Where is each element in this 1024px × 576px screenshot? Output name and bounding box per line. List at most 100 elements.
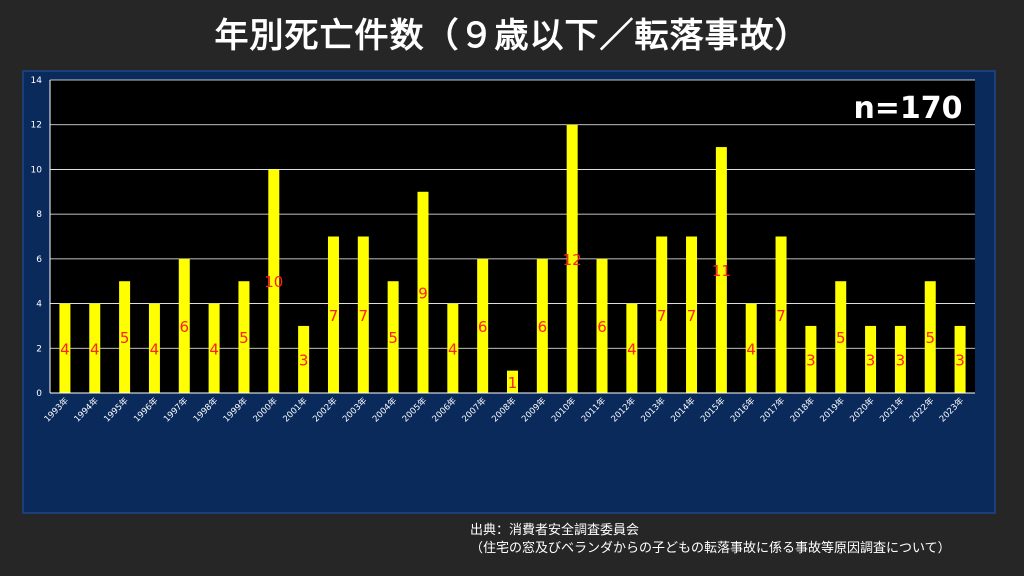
x-tick-label: 2009年 bbox=[519, 395, 548, 424]
data-label: 4 bbox=[627, 340, 637, 358]
bar bbox=[745, 303, 757, 393]
data-label: 5 bbox=[388, 329, 398, 347]
data-label: 3 bbox=[896, 351, 906, 369]
bar bbox=[59, 303, 71, 393]
bar bbox=[447, 303, 459, 393]
x-tick-label: 2014年 bbox=[669, 395, 698, 424]
y-tick-label: 4 bbox=[36, 300, 42, 310]
x-tick-label: 1998年 bbox=[191, 395, 220, 424]
source-line-2: （住宅の窓及びベランダからの子どもの転落事故に係る事故等原因調査について） bbox=[470, 541, 951, 556]
bar bbox=[507, 370, 518, 393]
bar bbox=[954, 325, 966, 393]
bar bbox=[835, 281, 847, 393]
x-tick-label: 2018年 bbox=[788, 395, 817, 424]
data-label: 12 bbox=[563, 251, 582, 269]
x-tick-label: 2002年 bbox=[310, 395, 339, 424]
data-label: 1 bbox=[508, 374, 518, 392]
y-tick-label: 2 bbox=[36, 344, 42, 354]
y-tick-label: 8 bbox=[36, 210, 42, 220]
x-tick-label: 2015年 bbox=[698, 395, 727, 424]
data-label: 5 bbox=[925, 329, 935, 347]
bar bbox=[119, 281, 131, 393]
bar bbox=[327, 236, 339, 393]
x-tick-label: 2011年 bbox=[579, 395, 608, 424]
data-label: 4 bbox=[150, 340, 160, 358]
x-tick-label: 2003年 bbox=[340, 395, 369, 424]
bar bbox=[417, 191, 429, 393]
bar bbox=[656, 236, 668, 393]
bar bbox=[566, 124, 578, 393]
data-label: 6 bbox=[538, 318, 548, 336]
x-tick-label: 1995年 bbox=[102, 395, 131, 424]
x-tick-label: 1996年 bbox=[131, 395, 160, 424]
x-tick-label: 2021年 bbox=[877, 395, 906, 424]
data-label: 7 bbox=[359, 307, 369, 325]
data-label: 9 bbox=[418, 284, 428, 302]
bar bbox=[715, 147, 727, 393]
x-tick-label: 2016年 bbox=[728, 395, 757, 424]
x-tick-label: 2005年 bbox=[400, 395, 429, 424]
bar bbox=[865, 325, 877, 393]
data-label: 4 bbox=[60, 340, 70, 358]
chart-title: 年別死亡件数（９歳以下／転落事故） bbox=[214, 16, 810, 56]
data-label: 3 bbox=[299, 351, 309, 369]
data-label: 3 bbox=[806, 351, 816, 369]
bar bbox=[178, 258, 190, 393]
data-label: 10 bbox=[264, 273, 283, 291]
bar bbox=[148, 303, 160, 393]
data-label: 4 bbox=[209, 340, 219, 358]
y-tick-label: 0 bbox=[36, 389, 42, 399]
bar bbox=[805, 325, 817, 393]
x-tick-label: 2017年 bbox=[758, 395, 787, 424]
bar bbox=[387, 281, 399, 393]
bar bbox=[89, 303, 101, 393]
bar bbox=[357, 236, 369, 393]
y-tick-label: 10 bbox=[31, 165, 43, 175]
bar bbox=[775, 236, 787, 393]
x-tick-label: 2012年 bbox=[609, 395, 638, 424]
data-label: 7 bbox=[776, 307, 786, 325]
data-label: 5 bbox=[239, 329, 249, 347]
data-label: 5 bbox=[120, 329, 130, 347]
data-label: 7 bbox=[329, 307, 339, 325]
x-tick-label: 1997年 bbox=[161, 395, 190, 424]
y-tick-label: 14 bbox=[31, 76, 43, 86]
x-tick-label: 2013年 bbox=[639, 395, 668, 424]
data-label: 4 bbox=[90, 340, 100, 358]
data-label: 4 bbox=[448, 340, 458, 358]
data-label: 5 bbox=[836, 329, 846, 347]
y-tick-label: 6 bbox=[36, 255, 42, 265]
plot-area: 0246810121441993年41994年51995年41996年61997… bbox=[31, 76, 975, 424]
bar bbox=[894, 325, 906, 393]
x-tick-label: 2001年 bbox=[281, 395, 310, 424]
x-tick-label: 1999年 bbox=[221, 395, 250, 424]
x-tick-label: 2010年 bbox=[549, 395, 578, 424]
bar bbox=[208, 303, 220, 393]
bar bbox=[686, 236, 698, 393]
bar bbox=[477, 258, 489, 393]
bar bbox=[238, 281, 250, 393]
x-tick-label: 2004年 bbox=[370, 395, 399, 424]
data-label: 7 bbox=[687, 307, 697, 325]
sample-size-note: n=170 bbox=[853, 91, 962, 126]
plot-background bbox=[50, 80, 975, 393]
x-tick-label: 1993年 bbox=[42, 395, 71, 424]
source-citation: 出典：消費者安全調査委員会 （住宅の窓及びベランダからの子どもの転落事故に係る事… bbox=[470, 522, 951, 558]
x-tick-label: 2020年 bbox=[848, 395, 877, 424]
source-line-1: 出典：消費者安全調査委員会 bbox=[470, 523, 640, 538]
x-tick-label: 2008年 bbox=[490, 395, 519, 424]
x-tick-label: 2019年 bbox=[818, 395, 847, 424]
y-tick-label: 12 bbox=[31, 121, 42, 131]
bar bbox=[596, 258, 608, 393]
data-label: 3 bbox=[866, 351, 876, 369]
bar bbox=[268, 169, 280, 393]
data-label: 11 bbox=[712, 262, 731, 280]
x-tick-label: 2007年 bbox=[460, 395, 489, 424]
data-label: 6 bbox=[597, 318, 607, 336]
data-label: 7 bbox=[657, 307, 667, 325]
x-tick-label: 2023年 bbox=[937, 395, 966, 424]
x-tick-label: 2022年 bbox=[907, 395, 936, 424]
bar bbox=[536, 258, 548, 393]
data-label: 6 bbox=[478, 318, 488, 336]
